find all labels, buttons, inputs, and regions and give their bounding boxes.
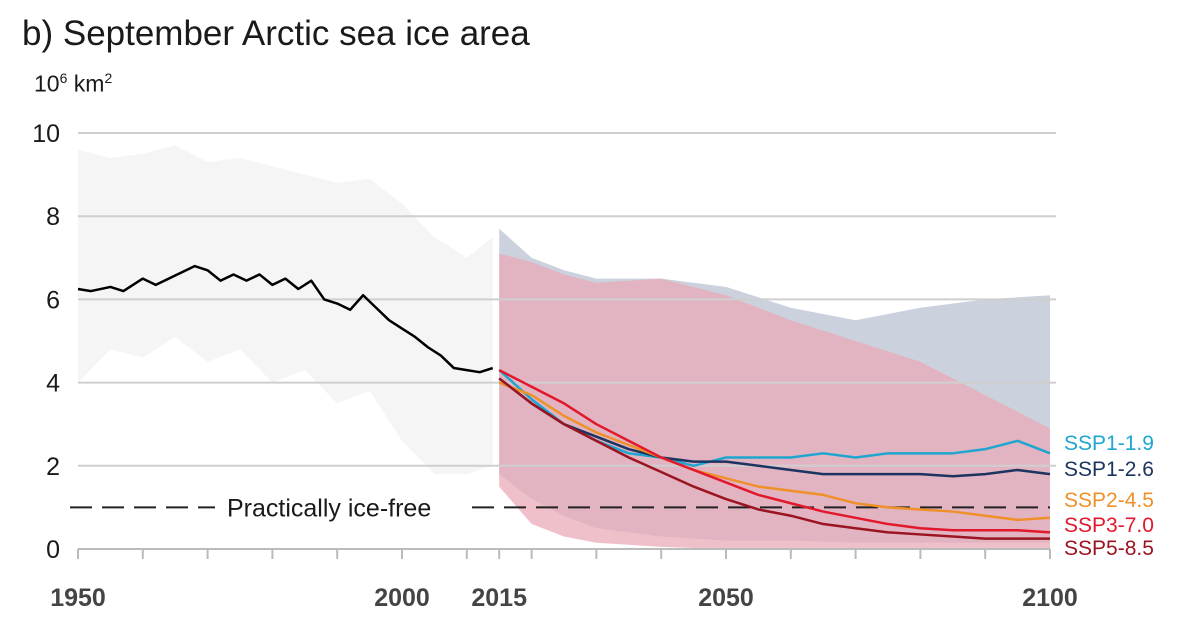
y-tick-label: 2 (46, 453, 60, 481)
x-tick-label: 2015 (471, 584, 527, 612)
x-tick-label: 2000 (374, 584, 430, 612)
chart-title: b) September Arctic sea ice area (22, 14, 530, 53)
unit-exp: 6 (59, 70, 68, 86)
y-tick-label: 4 (46, 370, 60, 398)
x-tick-label: 1950 (50, 584, 106, 612)
unit-km-exp: 2 (104, 70, 113, 86)
series-line-ssp3-7-0 (498, 369, 1051, 534)
legend-label-ssp3-7-0: SSP3-7.0 (1064, 514, 1154, 537)
y-tick-label: 6 (46, 286, 60, 314)
series-line-ssp2-4-5 (498, 381, 1051, 522)
range-band-ssp3-7-0-range (499, 253, 1050, 549)
legend-label-ssp1-1-9: SSP1-1.9 (1064, 432, 1154, 455)
legend-label-ssp5-8-5: SSP5-8.5 (1064, 537, 1154, 560)
series-line-ssp1-2-6 (498, 377, 1051, 478)
y-tick-label: 8 (46, 203, 60, 231)
historical-range-band (78, 145, 493, 475)
series-line-ssp5-8-5 (498, 377, 1050, 540)
y-tick-label: 0 (46, 536, 60, 564)
legend-label-ssp2-4-5: SSP2-4.5 (1064, 489, 1154, 512)
x-tick-label: 2050 (698, 584, 754, 612)
x-tick-label: 2100 (1022, 584, 1078, 612)
ice-free-label: Practically ice-free (227, 494, 431, 522)
unit-km: km (73, 70, 105, 97)
unit-base: 10 (34, 70, 60, 97)
historical-line (77, 264, 494, 374)
legend-label-ssp1-2-6: SSP1-2.6 (1064, 458, 1154, 481)
y-axis-unit: 106 km2 (34, 70, 112, 98)
y-tick-label: 10 (32, 120, 60, 148)
